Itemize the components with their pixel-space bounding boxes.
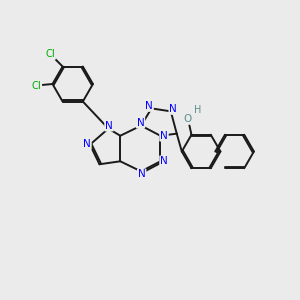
Text: N: N xyxy=(160,156,168,166)
Text: N: N xyxy=(169,104,177,114)
Text: N: N xyxy=(105,121,113,130)
Text: N: N xyxy=(145,101,153,111)
Text: N: N xyxy=(83,139,91,149)
Text: Cl: Cl xyxy=(31,80,41,91)
Text: N: N xyxy=(136,118,144,128)
Text: N: N xyxy=(160,131,168,141)
Text: H: H xyxy=(194,105,201,116)
Text: O: O xyxy=(184,114,192,124)
Text: Cl: Cl xyxy=(45,49,55,59)
Text: N: N xyxy=(138,169,146,179)
